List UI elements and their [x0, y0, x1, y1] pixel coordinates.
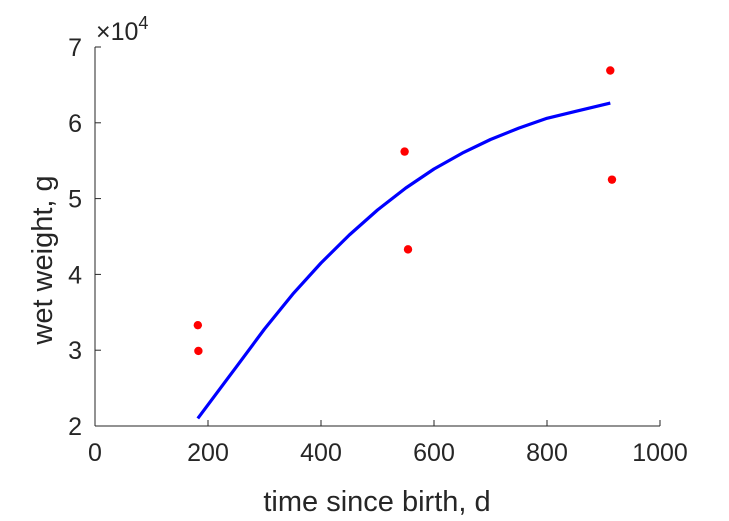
- data-point: [400, 147, 409, 156]
- axes: [94, 46, 661, 427]
- y-tick-label: 3: [68, 337, 82, 365]
- multiplier-times: ×: [96, 18, 111, 46]
- data-point: [403, 245, 413, 254]
- x-tick-label: 600: [413, 439, 455, 467]
- y-tick-label: 5: [68, 186, 82, 214]
- data-points-layer: [193, 66, 617, 356]
- multiplier-base: 10: [111, 18, 139, 46]
- fit-curve-layer: [196, 101, 611, 420]
- x-tick-label: 1000: [632, 439, 688, 467]
- y-axis-label: wet weight, g: [27, 175, 59, 345]
- y-axis-multiplier: ×104: [96, 13, 148, 46]
- fit-curve-line: [196, 101, 611, 420]
- x-tick-label: 0: [88, 439, 102, 467]
- x-tick-label: 400: [300, 439, 342, 467]
- data-point: [194, 346, 203, 356]
- multiplier-exponent: 4: [138, 13, 148, 33]
- y-tick-label: 2: [68, 413, 82, 441]
- data-point: [606, 66, 615, 75]
- y-tick-label: 4: [68, 261, 82, 289]
- tick-labels: 0 200 400 600 800 1000 2 3 4 5 6 7: [68, 34, 688, 467]
- y-tick-label: 7: [68, 34, 82, 62]
- y-tick-label: 6: [68, 110, 82, 138]
- x-tick-label: 800: [526, 439, 568, 467]
- data-point: [607, 175, 617, 184]
- x-axis-label: time since birth, d: [263, 486, 490, 518]
- x-tick-label: 200: [187, 439, 229, 467]
- data-point: [193, 320, 203, 330]
